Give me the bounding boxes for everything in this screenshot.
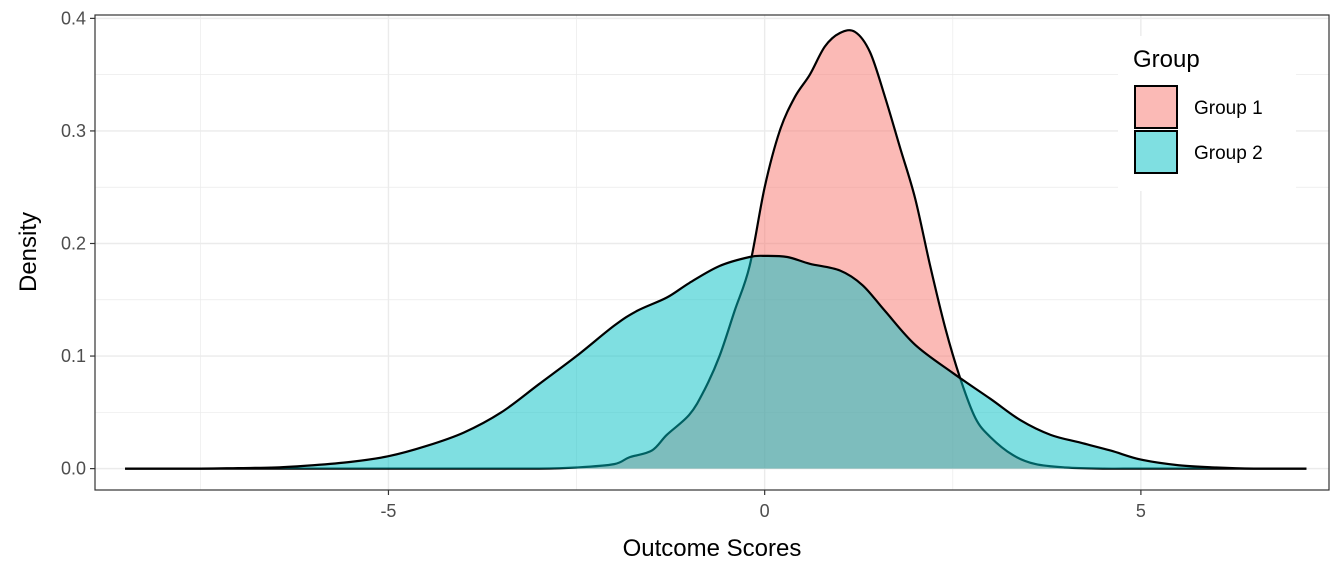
legend-items: Group 1 Group 2 <box>1134 85 1263 174</box>
x-tick-label: -5 <box>380 501 396 521</box>
legend-title: Group <box>1133 46 1200 73</box>
y-tick-label: 0.0 <box>61 459 86 479</box>
x-axis: -5 0 5 <box>380 490 1146 521</box>
x-axis-title: Outcome Scores <box>623 535 802 562</box>
y-tick-label: 0.1 <box>61 346 86 366</box>
legend-label-group-2: Group 2 <box>1194 143 1263 164</box>
panel-border <box>94 14 1330 491</box>
density-area-group-2 <box>125 255 1307 469</box>
legend: Group Group 1 Group 2 <box>1118 36 1296 191</box>
x-tick-label: 0 <box>760 501 770 521</box>
legend-swatch-group-1 <box>1134 85 1178 129</box>
density-areas <box>125 29 1307 470</box>
density-line-group-2 <box>125 254 1307 470</box>
legend-swatch-group-2 <box>1134 130 1178 174</box>
y-axis: 0.0 0.1 0.2 0.3 0.4 <box>61 8 95 479</box>
y-tick-label: 0.2 <box>61 233 86 253</box>
legend-label-group-1: Group 1 <box>1194 98 1263 119</box>
y-tick-label: 0.4 <box>61 8 86 28</box>
y-axis-title: Density <box>15 212 42 292</box>
y-tick-label: 0.3 <box>61 121 86 141</box>
x-tick-label: 5 <box>1136 501 1146 521</box>
